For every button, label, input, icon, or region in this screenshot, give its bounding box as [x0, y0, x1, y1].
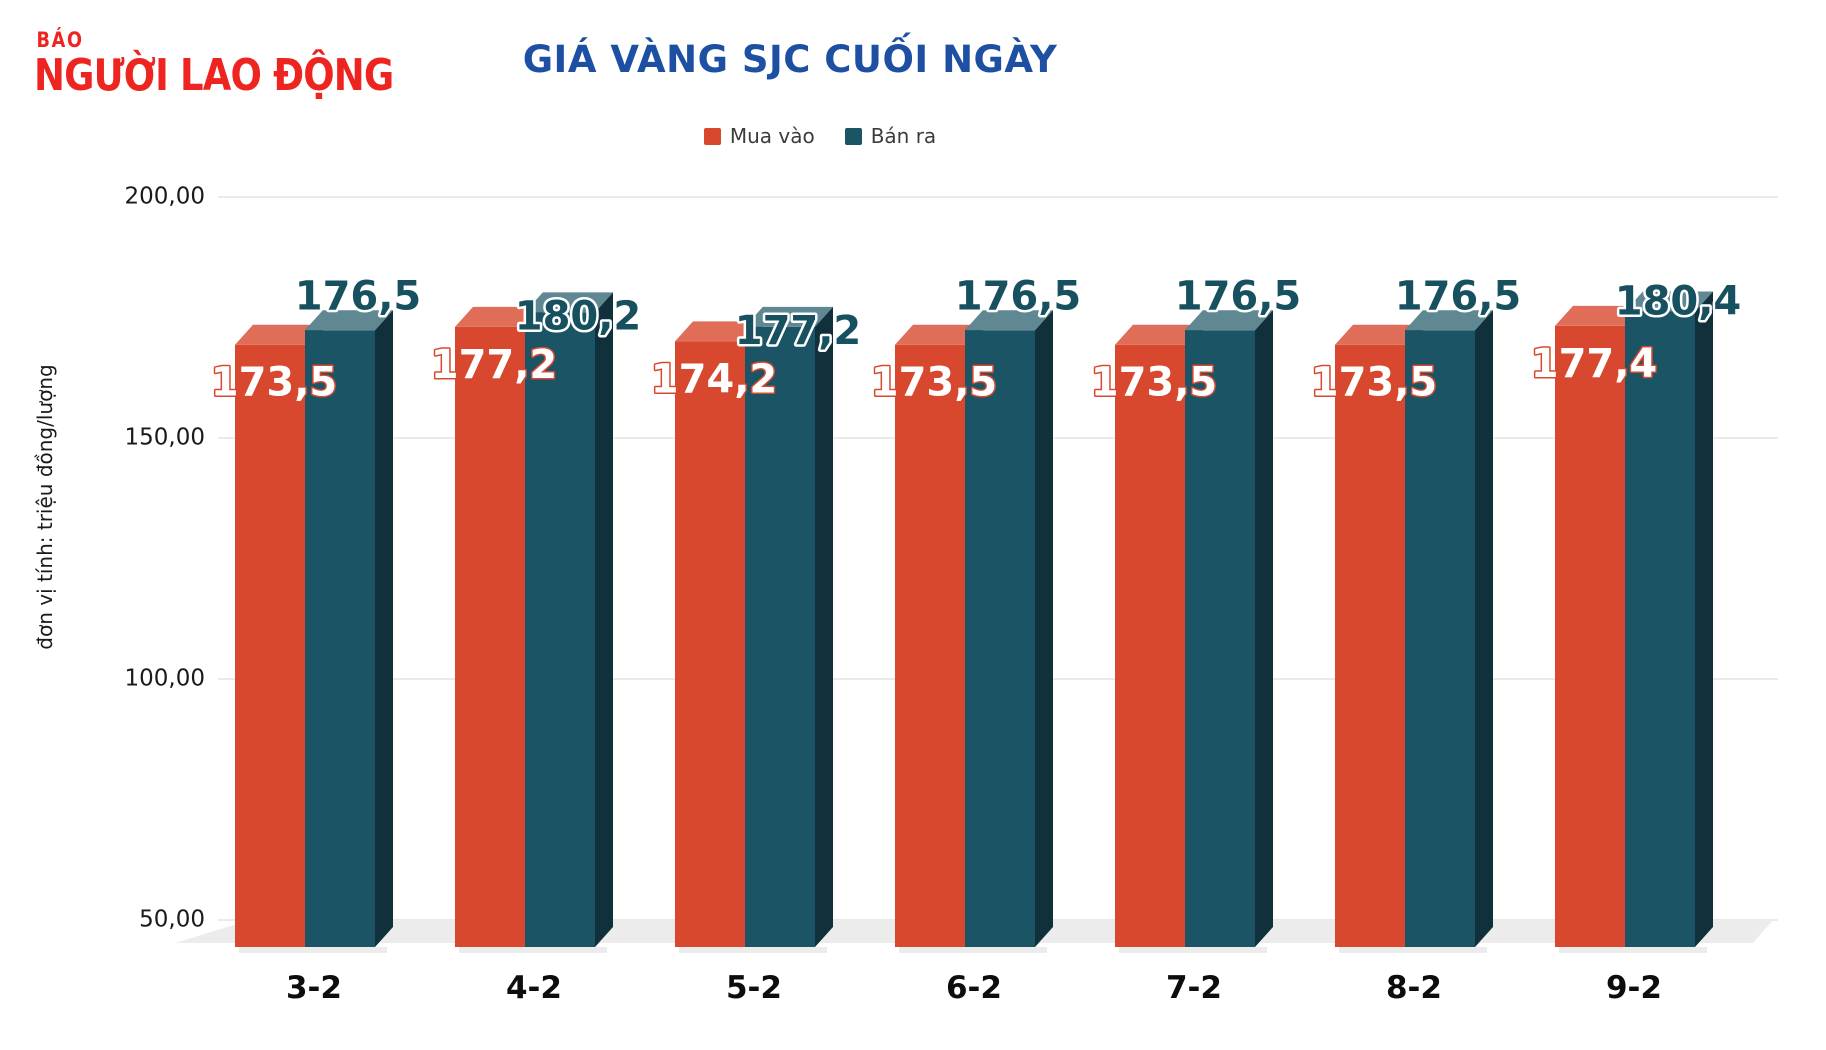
bar-mua-vao — [895, 344, 965, 948]
bar-ban-ra — [965, 330, 1035, 947]
bar-mua-vao-top — [675, 321, 763, 342]
brand-logo-large-text: NGƯỜI LAO ĐỘNG — [34, 50, 394, 101]
x-axis-label: 7-2 — [1166, 970, 1222, 1006]
x-axis-label: 3-2 — [286, 970, 342, 1006]
bar-ban-ra-right-side — [1255, 310, 1273, 947]
x-axis-label: 9-2 — [1606, 970, 1662, 1006]
value-label-ban-ra: 176,5 — [295, 273, 422, 319]
bar-ban-ra-top — [1185, 310, 1273, 331]
chart-legend: Mua vào Bán ra — [0, 124, 1640, 148]
bar-mua-vao — [235, 344, 305, 948]
bar-ban-ra-top — [965, 310, 1053, 331]
value-label-ban-ra: 177,2 — [735, 308, 862, 354]
bar-ban-ra — [305, 330, 375, 947]
value-label-mua-vao: 173,5 — [1091, 360, 1218, 406]
bar-ban-ra-top — [525, 292, 613, 313]
bar-ban-ra-right-side — [815, 306, 833, 947]
bar-ban-ra — [1185, 330, 1255, 947]
bar-ban-ra — [1405, 330, 1475, 947]
bar-mua-vao-top — [1115, 324, 1203, 345]
bar-ban-ra-right-side — [375, 310, 393, 947]
bar-shadow — [239, 947, 387, 953]
legend-item-mua-vao: Mua vào — [703, 124, 815, 148]
x-axis-label: 8-2 — [1386, 970, 1442, 1006]
bar-ban-ra-top — [745, 306, 833, 327]
bar-mua-vao — [1115, 344, 1185, 948]
bar-mua-vao — [675, 341, 745, 948]
value-label-ban-ra: 176,5 — [1175, 273, 1302, 319]
bar-ban-ra — [745, 326, 815, 947]
y-tick-label: 50,00 — [139, 907, 205, 933]
value-label-ban-ra: 176,5 — [955, 273, 1082, 319]
value-label-mua-vao: 174,2 — [651, 356, 778, 402]
bar-mua-vao — [1555, 325, 1625, 947]
chart-title: GIÁ VÀNG SJC CUỐI NGÀY — [522, 38, 1058, 81]
bar-mua-vao-top — [235, 324, 323, 345]
bar-ban-ra-top — [305, 310, 393, 331]
legend-label-mua-vao: Mua vào — [729, 124, 815, 148]
brand-logo: BÁO NGƯỜI LAO ĐỘNG — [34, 28, 394, 101]
legend-item-ban-ra: Bán ra — [844, 124, 937, 148]
value-label-mua-vao: 177,2 — [431, 342, 558, 388]
value-label-mua-vao: 173,5 — [871, 360, 998, 406]
brand-logo-small-text: BÁO — [36, 28, 84, 52]
value-label-ban-ra: 180,2 — [515, 293, 642, 339]
bar-shadow — [459, 947, 607, 953]
bar-shadow — [1339, 947, 1487, 953]
bar-ban-ra — [525, 312, 595, 947]
bar-mua-vao-top — [455, 306, 543, 327]
bar-shadow — [899, 947, 1047, 953]
bar-ban-ra-right-side — [1475, 310, 1493, 947]
value-label-mua-vao: 173,5 — [1311, 360, 1438, 406]
value-label-mua-vao: 173,5 — [211, 360, 338, 406]
bar-shadow — [1119, 947, 1267, 953]
bar-ban-ra-right-side — [1695, 291, 1713, 947]
y-axis-title: đơn vị tính: triệu đồng/lượng — [33, 364, 57, 649]
bar-ban-ra-right-side — [1035, 310, 1053, 947]
bar-mua-vao — [1335, 344, 1405, 948]
bar-mua-vao-top — [895, 324, 983, 345]
bar-mua-vao-top — [1335, 324, 1423, 345]
bar-shadow — [679, 947, 827, 953]
x-axis-label: 6-2 — [946, 970, 1002, 1006]
bar-mua-vao-top — [1555, 305, 1643, 326]
bar-ban-ra-top — [1405, 310, 1493, 331]
bar-shadow — [1559, 947, 1707, 953]
y-tick-label: 100,00 — [125, 666, 205, 692]
value-label-ban-ra: 180,4 — [1615, 278, 1742, 324]
x-axis-label: 5-2 — [726, 970, 782, 1006]
value-label-mua-vao: 177,4 — [1531, 341, 1658, 387]
value-label-ban-ra: 176,5 — [1395, 273, 1522, 319]
bar-mua-vao — [455, 326, 525, 947]
bar-ban-ra-top — [1625, 291, 1713, 312]
legend-swatch-mua-vao — [703, 127, 721, 145]
y-tick-label: 150,00 — [125, 425, 205, 451]
bar-ban-ra-right-side — [595, 292, 613, 947]
x-axis-label: 4-2 — [506, 970, 562, 1006]
y-tick-label: 200,00 — [125, 184, 205, 210]
bar-ban-ra — [1625, 311, 1695, 947]
legend-swatch-ban-ra — [844, 127, 862, 145]
legend-label-ban-ra: Bán ra — [870, 124, 937, 148]
